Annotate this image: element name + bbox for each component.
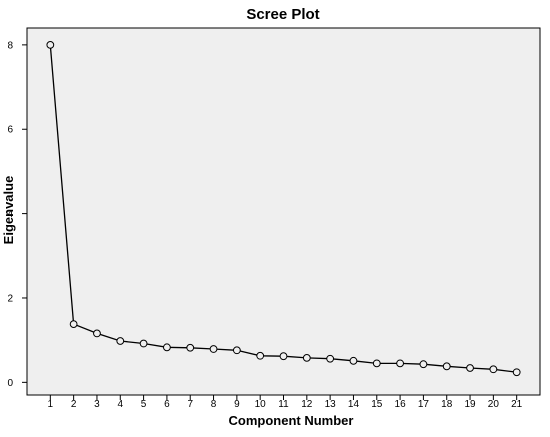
x-tick-label: 14 xyxy=(348,399,360,410)
data-point xyxy=(46,40,55,49)
series-group xyxy=(46,40,521,377)
x-tick-label: 4 xyxy=(117,399,123,410)
y-tick-label: 2 xyxy=(7,293,13,304)
x-tick-label: 13 xyxy=(325,399,337,410)
x-tick-label: 15 xyxy=(371,399,383,410)
data-point xyxy=(489,365,498,374)
data-point xyxy=(209,345,218,353)
data-point xyxy=(396,359,404,368)
data-point xyxy=(256,351,265,360)
data-point xyxy=(419,360,428,369)
x-tick-label: 12 xyxy=(301,399,313,410)
data-point xyxy=(69,320,78,329)
x-tick-label: 1 xyxy=(48,399,54,410)
x-tick-label: 3 xyxy=(94,399,100,410)
y-tick-label: 0 xyxy=(7,378,13,389)
x-tick-label: 20 xyxy=(488,399,500,410)
data-point xyxy=(163,343,171,352)
data-point xyxy=(232,346,241,355)
data-point xyxy=(302,353,311,362)
data-point xyxy=(466,364,474,372)
x-tick-label: 9 xyxy=(234,399,240,410)
x-tick-label: 16 xyxy=(395,399,407,410)
data-point xyxy=(93,329,101,338)
x-tick-label: 10 xyxy=(255,399,267,410)
x-tick-label: 18 xyxy=(441,399,453,410)
x-tick-label: 2 xyxy=(71,399,77,410)
x-axis: 1 2 3 4 5 6 7 8 9 10 11 12 13 14 15 16 17 18 19 20 21 xyxy=(48,395,523,410)
data-point xyxy=(512,368,521,377)
x-tick-label: 5 xyxy=(141,399,147,410)
x-tick-label: 7 xyxy=(187,399,193,410)
y-axis-title: Eigenvalue xyxy=(1,176,16,245)
x-tick-label: 17 xyxy=(418,399,430,410)
y-axis: 0 2 4 6 8 xyxy=(7,40,27,389)
x-tick-label: 19 xyxy=(464,399,476,410)
plot-area xyxy=(26,27,541,396)
data-point xyxy=(186,343,195,352)
x-tick-label: 8 xyxy=(211,399,217,410)
x-tick-label: 21 xyxy=(511,399,523,410)
data-point xyxy=(116,337,125,345)
y-tick-label: 6 xyxy=(7,125,13,136)
data-point xyxy=(372,359,381,368)
data-point xyxy=(349,356,358,365)
y-tick-label: 8 xyxy=(7,40,13,51)
data-point xyxy=(139,339,148,348)
chart-title: Scree Plot xyxy=(246,6,319,23)
data-point xyxy=(326,354,335,363)
y-tick-label: 4 xyxy=(7,209,13,220)
x-tick-label: 11 xyxy=(278,399,289,410)
x-tick-label: 6 xyxy=(164,399,170,410)
data-point xyxy=(442,362,451,371)
data-point xyxy=(279,352,288,361)
x-axis-title: Component Number xyxy=(229,413,354,428)
